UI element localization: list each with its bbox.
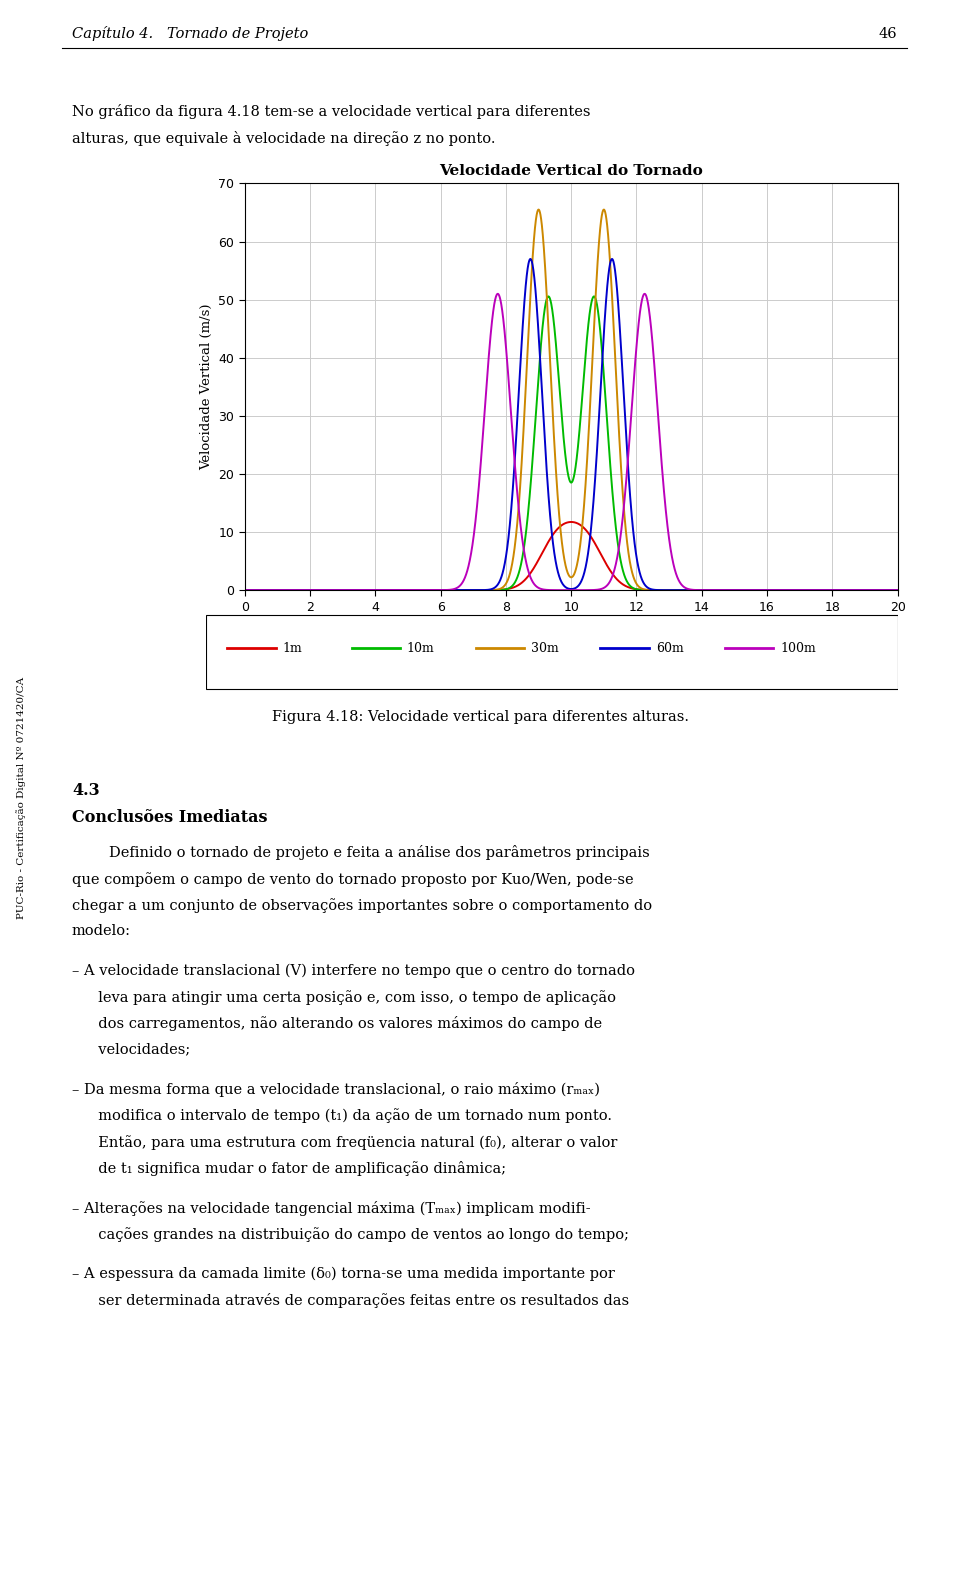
Text: de t₁ significa mudar o fator de amplificação dinâmica;: de t₁ significa mudar o fator de amplifi… (89, 1161, 507, 1176)
Text: 1m: 1m (282, 641, 302, 654)
Text: Definido o tornado de projeto e feita a análise dos parâmetros principais: Definido o tornado de projeto e feita a … (72, 845, 650, 860)
Text: 46: 46 (879, 27, 898, 41)
Text: 60m: 60m (656, 641, 684, 654)
Text: – Da mesma forma que a velocidade translacional, o raio máximo (rₘₐₓ): – Da mesma forma que a velocidade transl… (72, 1083, 600, 1097)
Text: Capítulo 4.   Tornado de Projeto: Capítulo 4. Tornado de Projeto (72, 27, 308, 41)
Text: dos carregamentos, não alterando os valores máximos do campo de: dos carregamentos, não alterando os valo… (89, 1016, 603, 1032)
Text: cações grandes na distribuição do campo de ventos ao longo do tempo;: cações grandes na distribuição do campo … (89, 1227, 630, 1243)
Text: alturas, que equivale à velocidade na direção z no ponto.: alturas, que equivale à velocidade na di… (72, 131, 495, 145)
Text: Então, para uma estrutura com freqüencia natural (f₀), alterar o valor: Então, para uma estrutura com freqüencia… (89, 1136, 617, 1150)
Text: Conclusões Imediatas: Conclusões Imediatas (72, 809, 268, 826)
Text: leva para atingir uma certa posição e, com isso, o tempo de aplicação: leva para atingir uma certa posição e, c… (89, 990, 616, 1005)
Text: – A espessura da camada limite (δ₀) torna-se uma medida importante por: – A espessura da camada limite (δ₀) torn… (72, 1266, 614, 1281)
Text: velocidades;: velocidades; (89, 1043, 190, 1057)
FancyBboxPatch shape (206, 614, 898, 689)
Text: chegar a um conjunto de observações importantes sobre o comportamento do: chegar a um conjunto de observações impo… (72, 898, 652, 912)
Text: – A velocidade translacional (V) interfere no tempo que o centro do tornado: – A velocidade translacional (V) interfe… (72, 963, 635, 978)
Text: Figura 4.18: Velocidade vertical para diferentes alturas.: Figura 4.18: Velocidade vertical para di… (272, 710, 688, 724)
Text: PUC-Rio - Certificação Digital Nº 0721420/CA: PUC-Rio - Certificação Digital Nº 072142… (16, 676, 26, 919)
Text: que compõem o campo de vento do tornado proposto por Kuo/Wen, pode-se: que compõem o campo de vento do tornado … (72, 871, 634, 887)
X-axis label: t(s): t(s) (560, 617, 583, 630)
Text: 30m: 30m (531, 641, 559, 654)
Text: 10m: 10m (407, 641, 435, 654)
Title: Velocidade Vertical do Tornado: Velocidade Vertical do Tornado (440, 164, 703, 179)
Text: – Alterações na velocidade tangencial máxima (Tₘₐₓ) implicam modifi-: – Alterações na velocidade tangencial má… (72, 1201, 590, 1215)
Y-axis label: Velocidade Vertical (m/s): Velocidade Vertical (m/s) (200, 303, 213, 471)
Text: modelo:: modelo: (72, 925, 131, 938)
Text: 4.3: 4.3 (72, 782, 100, 799)
Text: No gráfico da figura 4.18 tem-se a velocidade vertical para diferentes: No gráfico da figura 4.18 tem-se a veloc… (72, 104, 590, 118)
Text: ser determinada através de comparações feitas entre os resultados das: ser determinada através de comparações f… (89, 1294, 630, 1308)
Text: 100m: 100m (780, 641, 816, 654)
Text: modifica o intervalo de tempo (t₁) da ação de um tornado num ponto.: modifica o intervalo de tempo (t₁) da aç… (89, 1109, 612, 1123)
